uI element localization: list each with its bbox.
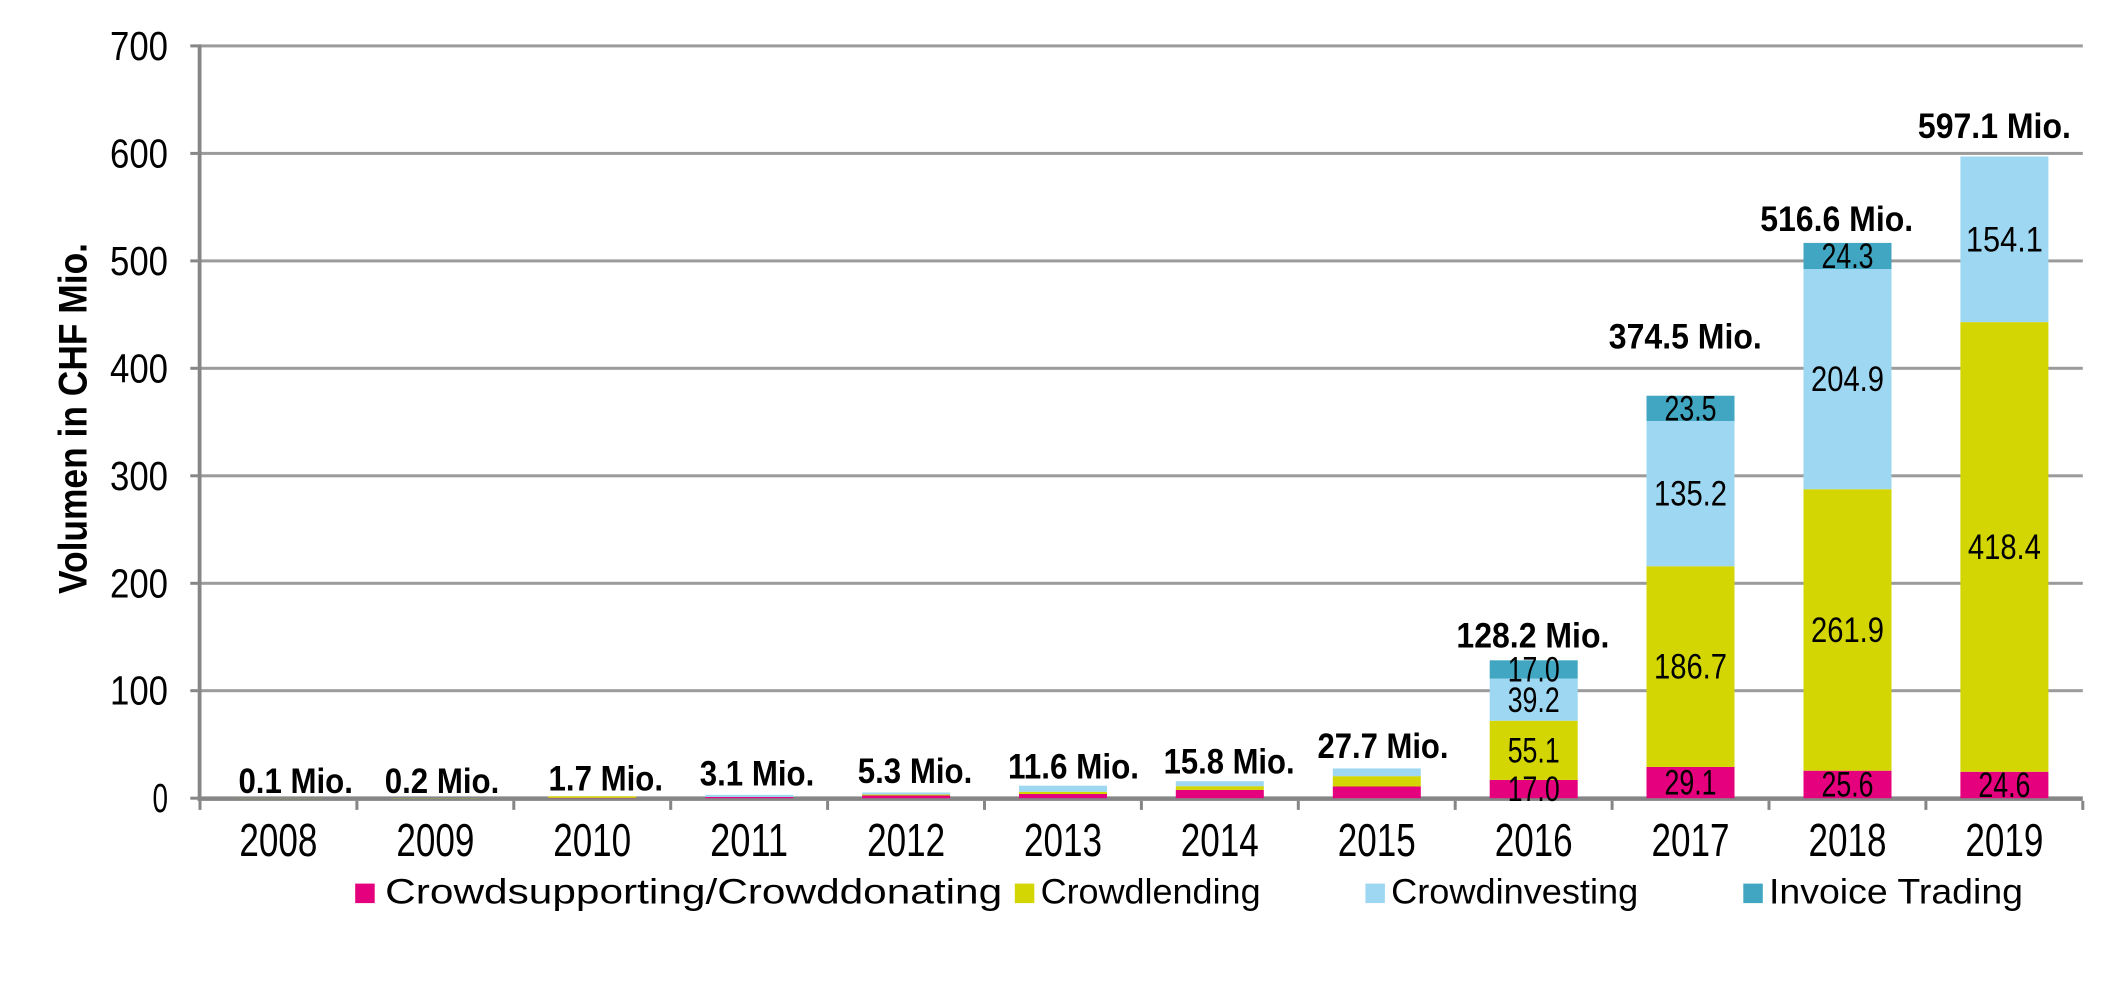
svg-text:2016: 2016	[1495, 814, 1573, 866]
svg-text:2012: 2012	[867, 814, 945, 866]
svg-text:0.2 Mio.: 0.2 Mio.	[385, 762, 500, 801]
svg-text:2015: 2015	[1338, 814, 1416, 866]
svg-text:15.8 Mio.: 15.8 Mio.	[1164, 743, 1295, 782]
svg-text:516.6 Mio.: 516.6 Mio.	[1760, 200, 1913, 239]
svg-text:204.9: 204.9	[1811, 360, 1884, 399]
svg-text:3.1 Mio.: 3.1 Mio.	[700, 755, 815, 794]
svg-text:Crowdinvesting: Crowdinvesting	[1391, 873, 1638, 912]
svg-text:300: 300	[110, 453, 168, 499]
svg-text:Crowdsupporting/Crowddonating: Crowdsupporting/Crowddonating	[385, 873, 1002, 912]
svg-text:Crowdlending: Crowdlending	[1041, 873, 1261, 912]
svg-text:700: 700	[110, 23, 168, 69]
svg-text:2013: 2013	[1024, 814, 1102, 866]
svg-text:100: 100	[110, 668, 168, 714]
svg-text:1.7 Mio.: 1.7 Mio.	[549, 760, 664, 799]
svg-text:0: 0	[153, 775, 169, 821]
svg-text:2008: 2008	[239, 814, 317, 866]
svg-text:500: 500	[110, 238, 168, 284]
svg-text:186.7: 186.7	[1654, 648, 1727, 687]
svg-text:11.6 Mio.: 11.6 Mio.	[1008, 748, 1139, 787]
svg-text:261.9: 261.9	[1811, 611, 1884, 650]
svg-text:154.1: 154.1	[1966, 220, 2043, 259]
svg-text:597.1 Mio.: 597.1 Mio.	[1918, 107, 2071, 146]
svg-text:600: 600	[110, 130, 168, 176]
svg-text:39.2: 39.2	[1508, 681, 1560, 720]
svg-text:Invoice Trading: Invoice Trading	[1769, 873, 2023, 912]
svg-text:23.5: 23.5	[1665, 390, 1717, 429]
svg-text:24.6: 24.6	[1978, 766, 2030, 805]
svg-text:418.4: 418.4	[1968, 528, 2041, 567]
svg-text:135.2: 135.2	[1654, 475, 1727, 514]
svg-text:17.0: 17.0	[1508, 770, 1560, 809]
svg-text:24.3: 24.3	[1822, 237, 1874, 276]
svg-text:2009: 2009	[396, 814, 474, 866]
svg-text:27.7 Mio.: 27.7 Mio.	[1318, 727, 1449, 766]
svg-text:5.3 Mio.: 5.3 Mio.	[858, 752, 973, 791]
svg-text:2010: 2010	[553, 814, 631, 866]
svg-text:0.1 Mio.: 0.1 Mio.	[238, 762, 353, 801]
svg-text:2018: 2018	[1809, 814, 1887, 866]
svg-text:25.6: 25.6	[1822, 766, 1874, 805]
svg-text:200: 200	[110, 560, 168, 606]
svg-text:29.1: 29.1	[1665, 764, 1717, 803]
svg-text:2011: 2011	[710, 814, 788, 866]
svg-text:2019: 2019	[1965, 814, 2043, 866]
svg-text:374.5 Mio.: 374.5 Mio.	[1609, 318, 1762, 357]
svg-text:55.1: 55.1	[1508, 731, 1560, 770]
svg-text:Volumen in CHF Mio.: Volumen in CHF Mio.	[52, 243, 96, 594]
svg-text:400: 400	[110, 345, 168, 391]
svg-text:2017: 2017	[1652, 814, 1730, 866]
svg-text:2014: 2014	[1181, 814, 1259, 866]
